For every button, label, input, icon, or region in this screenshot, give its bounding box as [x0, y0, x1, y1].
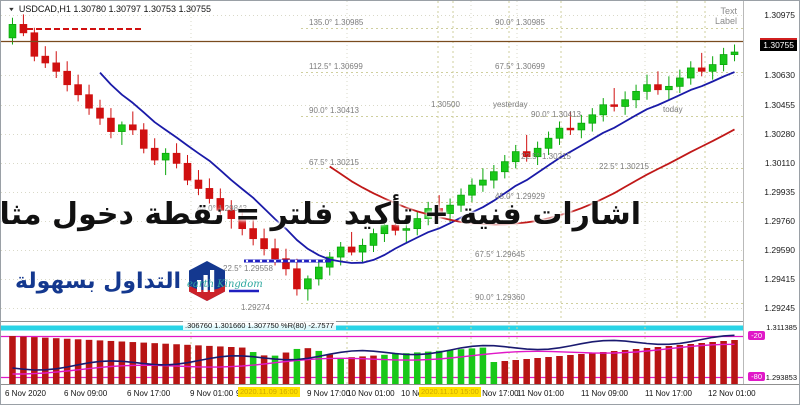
gann-angle-label: 45.0° 1.29843	[197, 204, 247, 213]
gann-angle-label: 90.0° 1.29360	[475, 293, 525, 302]
time-axis-label: 10 Nov 01:00	[347, 389, 395, 398]
level-upper-tag: -20	[748, 331, 765, 341]
time-axis-label: 9 Nov 01:00	[190, 389, 234, 398]
price-axis-label: 1.30280	[764, 129, 795, 139]
price-axis[interactable]: 1.30975 1.30630 1.30455 1.30280 1.30110 1.299…	[743, 1, 799, 387]
time-axis-label: 6 Nov 17:00	[127, 389, 171, 398]
price-axis-label: 1.29245	[764, 303, 795, 313]
gann-angle-label: today	[663, 105, 683, 114]
logo-sub-text: earth Kingdom	[187, 279, 263, 290]
brand-logo: التداول بسهولة	[15, 259, 229, 303]
text-label-annotation[interactable]: Text Label	[715, 6, 737, 27]
price-axis-label: 1.29935	[764, 187, 795, 197]
gann-angle-label: 22.5° 1.29558	[223, 264, 273, 273]
gann-angle-label: 45.0° 1.29929	[495, 192, 545, 201]
indicator-top-value: 1.311385	[766, 323, 797, 332]
indicator-bottom-value: 1.293853	[765, 373, 797, 382]
time-axis-label: 11 Nov 09:00	[581, 389, 628, 398]
time-axis-label: 10 Nov 17:00	[471, 389, 519, 398]
logo-brand-text: التداول بسهولة	[15, 268, 182, 294]
price-axis-label: 1.29415	[764, 274, 795, 284]
time-axis-label: 9 Nov 17:00	[307, 389, 351, 398]
gann-angle-label: 112.5° 1.30699	[309, 62, 363, 71]
promo-headline: اشارات فنية + تأكيد فلتر = نقطة دخول مثا…	[0, 197, 641, 232]
crosshair-time-tooltip: 2020.11.10 15:00	[419, 387, 481, 398]
text-label-line1: Text	[720, 6, 737, 16]
logo-hexagon-chart-icon	[189, 261, 226, 301]
gann-angle-label: 1.30500	[431, 100, 460, 109]
time-axis-label: 12 Nov 01:00	[708, 389, 756, 398]
gann-angle-label: 90.0° 1.30413	[309, 106, 359, 115]
price-axis-label: 1.30630	[764, 70, 795, 80]
gann-angle-label: 90.0° 1.30985	[495, 18, 545, 27]
gann-angle-label: yesterday	[493, 100, 528, 109]
indicator-readout: .306760 1.301660 1.307750 %R(80) -2.7577	[183, 321, 336, 330]
time-axis-label: 6 Nov 2020	[5, 389, 46, 398]
symbol-header[interactable]: ▼ USDCAD,H1 1.30780 1.30797 1.30753 1.307…	[7, 4, 211, 14]
gann-angle-label: 90.0° 1.30413	[531, 110, 581, 119]
gann-angle-label: 22.5° 1.30215	[521, 152, 571, 161]
price-axis-label: 1.30110	[764, 158, 795, 168]
price-chart-pane[interactable]	[1, 1, 746, 319]
text-label-line2: Label	[714, 16, 737, 27]
price-axis-label: 1.30455	[764, 100, 795, 110]
time-axis-label: 6 Nov 09:00	[64, 389, 108, 398]
chevron-down-icon[interactable]: ▼	[7, 6, 16, 12]
gann-angle-label: 22.5° 1.30215	[599, 162, 649, 171]
indicator-pane[interactable]	[1, 321, 746, 388]
gann-angle-label: 67.5° 1.29645	[475, 250, 525, 259]
price-axis-label: 1.29590	[764, 245, 795, 255]
gann-angle-label: 67.5° 1.30699	[495, 62, 545, 71]
price-chart-canvas	[1, 1, 746, 319]
price-axis-label: 1.30975	[764, 10, 795, 20]
gann-angle-label: 67.5° 1.30215	[309, 158, 359, 167]
indicator-canvas	[1, 322, 746, 388]
price-axis-label: 1.29760	[764, 216, 795, 226]
time-axis[interactable]: 6 Nov 2020 6 Nov 09:00 6 Nov 17:00 9 Nov 01…	[1, 384, 799, 404]
time-axis-label: 11 Nov 01:00	[517, 389, 564, 398]
symbol-ohlc-text: USDCAD,H1 1.30780 1.30797 1.30753 1.3075…	[18, 4, 212, 14]
current-price-tag: 1.30755	[760, 38, 797, 52]
gann-angle-label: 1.29274	[241, 303, 270, 312]
level-lower-tag: -80	[748, 372, 765, 382]
crosshair-time-tooltip: 2020.11.09 16:00	[238, 387, 300, 398]
time-axis-label: 11 Nov 17:00	[645, 389, 692, 398]
gann-angle-label: 135.0° 1.30985	[309, 18, 364, 27]
